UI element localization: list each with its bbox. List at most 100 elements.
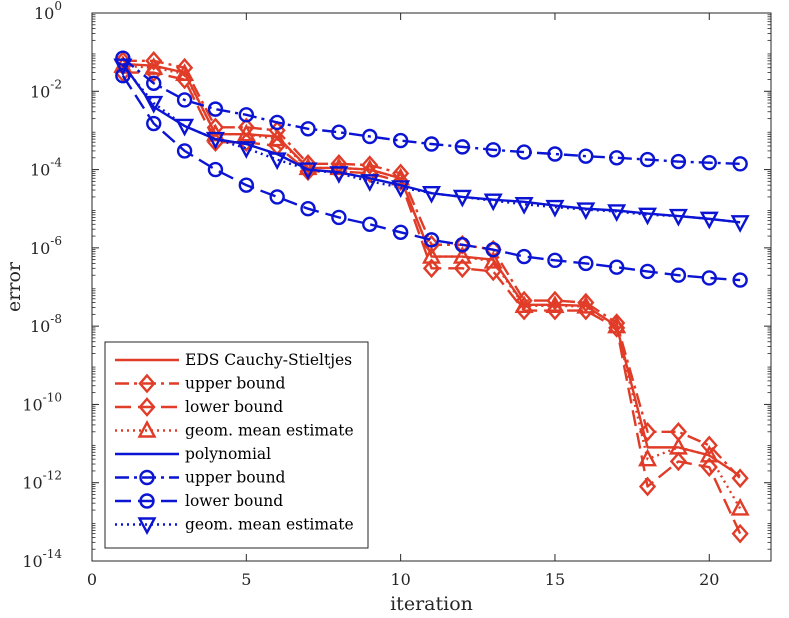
data-point-marker xyxy=(454,139,471,155)
data-point-marker xyxy=(638,421,657,442)
legend-marker-sample xyxy=(137,517,157,536)
data-point-marker xyxy=(547,146,563,162)
data-point-marker xyxy=(576,202,596,221)
data-point-marker xyxy=(607,204,627,223)
data-point-marker xyxy=(452,245,472,264)
data-point-marker xyxy=(175,63,195,81)
series-line xyxy=(122,57,741,166)
data-point-marker xyxy=(392,224,409,240)
data-point-marker xyxy=(515,290,533,311)
legend-label: upper bound xyxy=(185,375,286,393)
data-point-marker xyxy=(699,444,719,463)
data-point-marker xyxy=(267,128,287,147)
series-5 xyxy=(115,50,748,172)
data-point-marker xyxy=(176,143,193,159)
y-tick-label: 100 xyxy=(34,0,62,23)
data-point-marker xyxy=(362,216,378,232)
x-tick-label: 20 xyxy=(699,570,719,589)
x-tick-label: 10 xyxy=(390,570,410,589)
y-tick-base: 10 xyxy=(22,552,42,571)
data-point-marker xyxy=(144,57,164,75)
data-point-marker xyxy=(607,315,627,334)
data-point-marker xyxy=(608,259,625,275)
data-point-marker xyxy=(700,457,718,477)
data-point-marker xyxy=(207,161,224,178)
y-tick-exponent: -4 xyxy=(50,156,62,170)
series-7 xyxy=(113,58,750,233)
data-point-marker xyxy=(731,468,749,489)
y-axis-label: error xyxy=(3,261,25,312)
data-point-marker xyxy=(516,248,532,265)
data-point-marker xyxy=(453,258,471,279)
data-point-marker xyxy=(175,118,195,137)
data-point-marker xyxy=(300,121,316,137)
legend-marker-sample xyxy=(137,419,157,438)
legend-entry: lower bound xyxy=(115,397,283,417)
y-tick-base: 10 xyxy=(34,4,54,23)
data-point-marker xyxy=(236,123,256,142)
data-point-marker xyxy=(701,154,717,171)
data-point-marker xyxy=(175,57,194,78)
data-point-marker xyxy=(205,131,225,150)
data-point-marker xyxy=(669,451,688,472)
series-layer xyxy=(113,50,750,544)
x-tick-label: 5 xyxy=(241,570,251,589)
y-tick-base: 10 xyxy=(22,395,42,414)
data-point-marker xyxy=(546,290,564,311)
data-point-marker xyxy=(392,132,409,149)
legend-label: lower bound xyxy=(185,398,283,416)
x-tick-label: 15 xyxy=(545,570,565,589)
data-point-marker xyxy=(484,261,502,282)
y-tick-base: 10 xyxy=(30,317,50,336)
y-tick-label: 10-10 xyxy=(22,390,62,414)
plot-frame xyxy=(91,12,772,562)
data-point-marker xyxy=(238,107,255,123)
data-point-marker xyxy=(545,295,565,314)
series-6 xyxy=(115,68,748,288)
y-tick-base: 10 xyxy=(22,474,42,493)
y-tick-exponent: 0 xyxy=(54,0,62,13)
data-point-marker xyxy=(146,115,162,132)
data-point-marker xyxy=(454,237,471,253)
legend-marker-sample xyxy=(139,493,155,509)
series-line xyxy=(122,62,741,477)
y-tick-exponent: -2 xyxy=(50,77,62,91)
data-point-marker xyxy=(361,155,379,175)
legend: EDS Cauchy-Stieltjes upper bound lower bou… xyxy=(104,341,369,549)
data-point-marker xyxy=(267,152,287,171)
y-tick-base: 10 xyxy=(30,239,50,258)
data-point-marker xyxy=(578,255,594,272)
legend-marker-sample xyxy=(138,397,156,417)
data-point-marker xyxy=(113,58,133,77)
data-point-marker xyxy=(668,208,688,227)
data-point-marker xyxy=(236,141,256,159)
legend-marker-sample xyxy=(139,469,155,486)
y-tick-label: 10-4 xyxy=(30,156,62,180)
legend-label: EDS Cauchy-Stieltjes xyxy=(185,351,352,369)
data-point-marker xyxy=(238,177,255,193)
data-point-marker xyxy=(331,124,347,140)
data-point-marker xyxy=(331,209,347,226)
y-tick-exponent: -12 xyxy=(43,469,62,483)
series-line xyxy=(121,64,741,224)
axis-ticks xyxy=(91,12,771,562)
data-point-marker xyxy=(485,241,501,258)
y-tick-base: 10 xyxy=(30,82,50,101)
x-axis-label: iteration xyxy=(390,593,473,615)
data-point-marker xyxy=(176,92,193,108)
data-point-marker xyxy=(731,523,749,544)
y-tick-label: 10-2 xyxy=(30,77,62,101)
data-point-marker xyxy=(638,207,658,226)
series-0 xyxy=(122,62,741,477)
legend-label: geom. mean estimate xyxy=(185,422,354,440)
series-line xyxy=(121,75,741,282)
data-point-marker xyxy=(329,166,349,184)
data-point-marker xyxy=(732,156,748,172)
legend-entry: polynomial xyxy=(115,445,271,463)
data-point-marker xyxy=(514,197,534,215)
data-point-marker xyxy=(362,128,378,145)
data-point-marker xyxy=(269,114,285,131)
data-point-marker xyxy=(516,144,532,160)
legend-entry: geom. mean estimate xyxy=(115,419,354,440)
data-point-marker xyxy=(700,435,718,456)
